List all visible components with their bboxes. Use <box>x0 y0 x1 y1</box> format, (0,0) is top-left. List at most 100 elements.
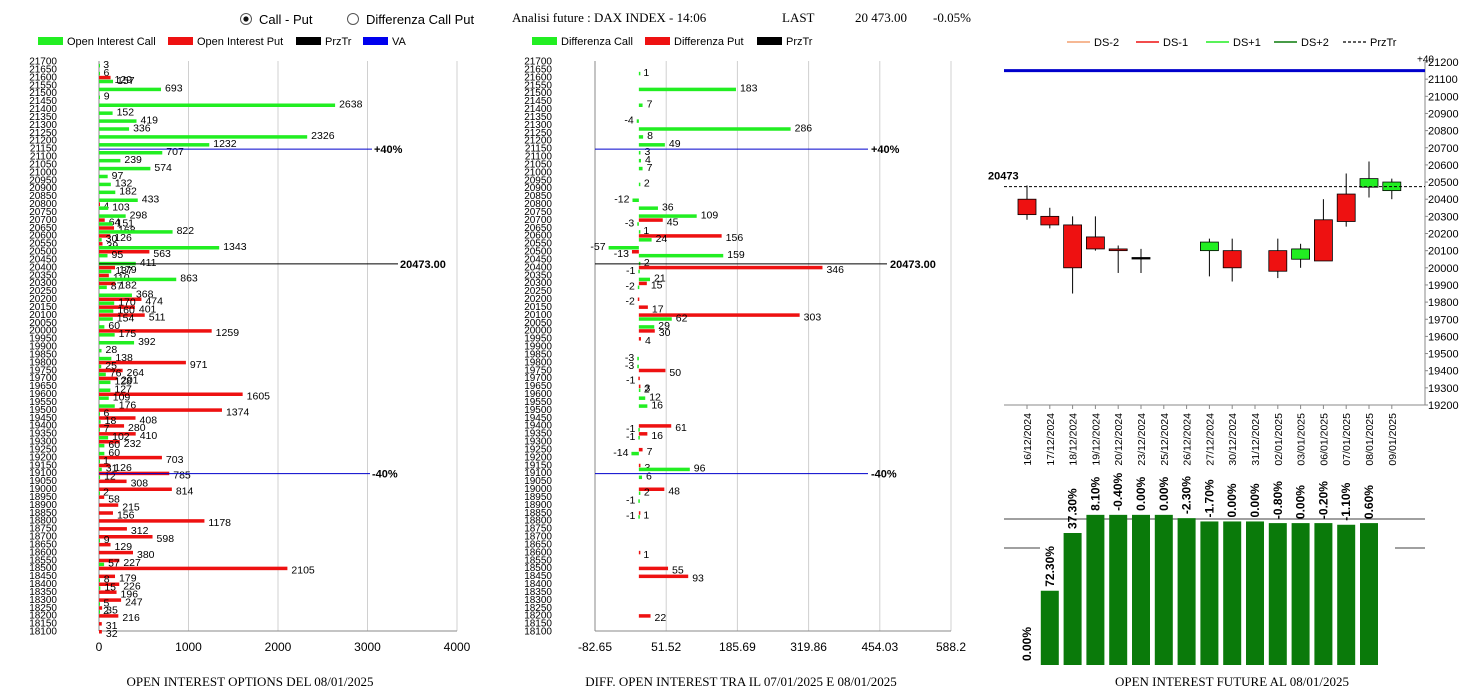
diff-put-bar <box>638 566 669 571</box>
diff-call-bar <box>638 214 697 218</box>
put-value-label: 308 <box>131 478 149 490</box>
call-value-label: 5 <box>103 597 109 609</box>
call-value-label: 132 <box>115 178 133 190</box>
y-tick-label: 19850 <box>29 349 57 360</box>
candle-body <box>1200 241 1219 252</box>
y-tick-label: 20600 <box>1428 160 1459 172</box>
x-tick-label: 08/01/2025 <box>1364 413 1376 466</box>
put-bar <box>99 630 102 634</box>
diff-put-value-label: 17 <box>652 303 664 315</box>
y-tick-label: 21200 <box>29 136 57 147</box>
y-tick-label: 20300 <box>29 278 57 289</box>
call-value-label: 8 <box>104 574 110 586</box>
panel3-legend: DS-2 DS-1 DS+1 DS+2 PrzTr <box>1067 37 1397 49</box>
put-value-label: 182 <box>119 280 137 292</box>
diff-call-bar <box>637 364 639 369</box>
diff-call-bar <box>638 253 724 258</box>
y-tick-label: 21200 <box>524 136 552 147</box>
y-tick-label: 19000 <box>524 484 552 495</box>
candle-body <box>1086 236 1105 250</box>
y-tick-label: 19550 <box>524 397 552 408</box>
call-value-label: 419 <box>141 114 159 126</box>
x-tick-label: 1000 <box>175 640 202 654</box>
y-tick-label: 19150 <box>29 460 57 471</box>
call-bar <box>99 79 114 84</box>
future-oi-label: -1.10% <box>1339 482 1353 520</box>
diff-call-value-label: -3 <box>625 217 634 229</box>
y-tick-label: 19400 <box>1428 366 1459 378</box>
candle-body <box>1063 224 1082 269</box>
call-value-label: 2 <box>103 486 109 498</box>
call-bar <box>99 443 105 448</box>
x-tick-label: 23/12/2024 <box>1136 413 1148 466</box>
call-value-label: 1 <box>103 455 109 467</box>
y-tick-label: 18850 <box>29 508 57 519</box>
y-tick-label: 19600 <box>524 389 552 400</box>
legend-swatch-diff-call <box>532 37 557 45</box>
y-tick-label: 20900 <box>524 183 552 194</box>
diff-call-bar <box>638 182 641 187</box>
diff-call-value-label: 3 <box>644 146 650 158</box>
diff-call-bar <box>638 230 641 234</box>
diff-call-value-label: 4 <box>645 154 651 166</box>
radio-call-put-label[interactable]: Call - Put <box>259 12 313 27</box>
diff-call-bar <box>638 103 643 107</box>
y-tick-label: 18650 <box>524 539 552 550</box>
x-tick-label: 25/12/2024 <box>1159 413 1171 466</box>
diff-call-bar <box>631 451 639 456</box>
legend-swatch-diff-put <box>645 37 670 45</box>
y-tick-label: 19500 <box>29 405 57 416</box>
call-bar <box>99 158 121 163</box>
diff-call-bar <box>638 269 640 274</box>
y-tick-label: 19150 <box>524 460 552 471</box>
diff-call-value-label: 2 <box>644 384 650 396</box>
diff-put-bar <box>638 368 666 373</box>
call-value-label: 157 <box>117 75 135 87</box>
diff-call-value-label: -57 <box>590 241 605 253</box>
y-tick-label: 21600 <box>29 72 57 83</box>
y-tick-label: 19200 <box>524 452 552 463</box>
y-tick-label: 21700 <box>524 57 552 68</box>
call-value-label: 18 <box>105 415 117 427</box>
x-tick-label: 0 <box>96 640 103 654</box>
diff-put-bar <box>638 447 643 452</box>
put-bar <box>99 550 134 555</box>
y-tick-label: 19300 <box>524 437 552 448</box>
call-bar <box>99 119 137 123</box>
call-bar <box>99 364 102 369</box>
y-tick-label: 20400 <box>1428 194 1459 206</box>
y-tick-label: 18100 <box>524 627 552 638</box>
y-tick-label: 18300 <box>29 595 57 606</box>
put-value-label: 179 <box>119 573 137 585</box>
x-tick-label: 02/01/2025 <box>1273 413 1285 466</box>
y-tick-label: 19800 <box>524 357 552 368</box>
diff-call-value-label: 183 <box>740 83 758 95</box>
candle-body <box>1268 250 1288 272</box>
y-tick-label: 19600 <box>29 389 57 400</box>
diff-call-value-label: 8 <box>647 130 653 142</box>
call-bar <box>99 111 113 115</box>
candle-body <box>1359 178 1379 188</box>
call-bar <box>99 166 151 171</box>
y-tick-label: 20450 <box>524 254 552 265</box>
call-bar <box>99 309 114 313</box>
legend-label-przt: PrzTr <box>325 36 352 48</box>
put-bar <box>99 574 116 579</box>
y-tick-label: 20200 <box>524 294 552 305</box>
radio-diff[interactable] <box>347 13 359 25</box>
radio-diff-label[interactable]: Differenza Call Put <box>366 12 475 27</box>
call-bar <box>99 459 100 464</box>
diff-call-value-label: -12 <box>614 194 629 206</box>
put-value-label: 2105 <box>291 565 315 577</box>
y-tick-label: 18600 <box>524 547 552 558</box>
legend-swatch-przt <box>296 37 321 45</box>
y-tick-label: 19500 <box>524 405 552 416</box>
future-oi-bar <box>1246 521 1264 665</box>
y-tick-label: 19400 <box>524 421 552 432</box>
put-bar <box>99 242 103 246</box>
call-value-label: 15 <box>104 581 116 593</box>
call-bar <box>99 293 132 297</box>
last-label: LAST <box>782 10 815 25</box>
y-tick-label: 18750 <box>524 524 552 535</box>
call-value-label: 12 <box>104 471 116 483</box>
